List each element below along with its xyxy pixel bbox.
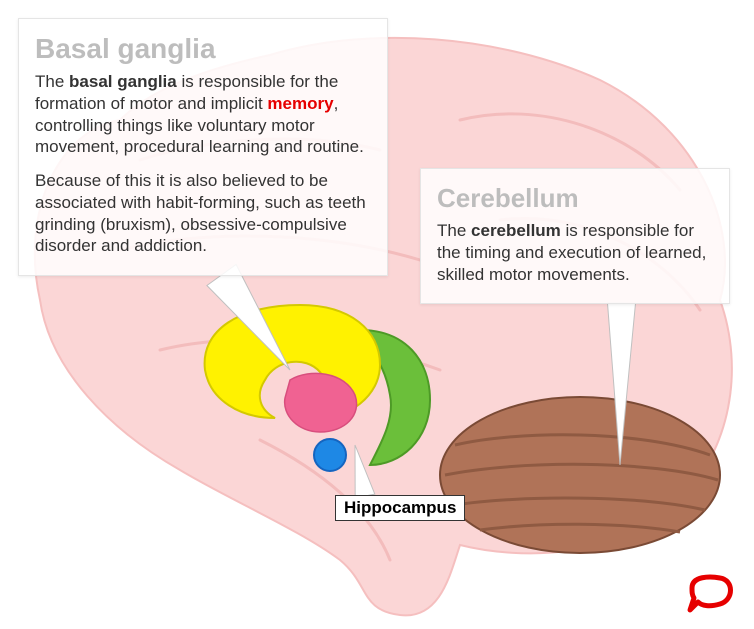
cerebellum-title: Cerebellum — [437, 183, 713, 214]
basal-title: Basal ganglia — [35, 33, 371, 65]
diagram-stage: Basal ganglia The basal ganglia is respo… — [0, 0, 754, 629]
cerebellum-paragraph: The cerebellum is responsible for the ti… — [437, 220, 713, 285]
label-hippocampus: Hippocampus — [335, 495, 465, 521]
text: The — [35, 72, 69, 91]
callout-basal-ganglia: Basal ganglia The basal ganglia is respo… — [18, 18, 388, 276]
hippocampus-text: Hippocampus — [344, 498, 456, 517]
basal-paragraph-2: Because of this it is also believed to b… — [35, 170, 371, 257]
memory-link[interactable]: memory — [267, 94, 333, 113]
text: The — [437, 221, 471, 240]
basal-paragraph-1: The basal ganglia is responsible for the… — [35, 71, 371, 158]
basal-bold: basal ganglia — [69, 72, 177, 91]
callout-cerebellum: Cerebellum The cerebellum is responsible… — [420, 168, 730, 304]
memory-link-text: memory — [267, 94, 333, 113]
cerebellum-bold: cerebellum — [471, 221, 561, 240]
